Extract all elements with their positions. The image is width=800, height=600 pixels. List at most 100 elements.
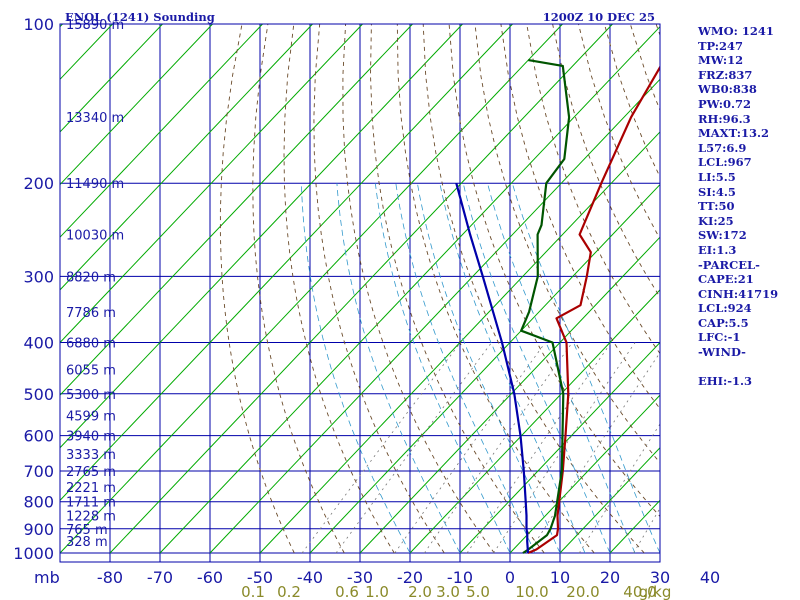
- grid-lines: [0, 24, 660, 562]
- index-value: CINH:41719: [698, 286, 779, 301]
- mixing-ratio-label: g/kg: [639, 583, 672, 600]
- index-value: MW:12: [698, 53, 744, 68]
- isotherm-line: [60, 24, 563, 554]
- temperature-tick-label: 0: [505, 568, 515, 587]
- temperature-tick-label: -50: [247, 568, 273, 587]
- height-label: 2221 m: [66, 481, 116, 496]
- height-label: 11490 m: [66, 177, 124, 192]
- isotherm-line: [60, 24, 513, 502]
- parcel-line: [455, 182, 530, 554]
- isotherm-line: [60, 24, 213, 186]
- temperature-tick-label: -60: [197, 568, 223, 587]
- isotherm-line: [309, 183, 660, 554]
- index-value: TT:50: [698, 199, 735, 214]
- axis-labels: 15890 m 13340 m 11490 m 10030 m 8820 m 7786 m…: [13, 15, 720, 600]
- isotherm-line: [60, 24, 413, 396]
- height-label: 1711 m: [66, 496, 116, 511]
- index-value: WB0:838: [698, 82, 757, 97]
- temperature-tick-label: -80: [97, 568, 123, 587]
- chart-title: ENOL (1241) Sounding: [65, 10, 215, 24]
- index-value: LCL:967: [698, 155, 752, 170]
- index-value: -PARCEL-: [698, 257, 760, 272]
- index-value: PW:0.72: [698, 96, 752, 111]
- index-value: -WIND-: [698, 345, 746, 360]
- moist-adiabat: [395, 183, 536, 554]
- height-label: 765 m: [66, 523, 108, 538]
- temperature-tick-label: 20: [600, 568, 620, 587]
- moist-adiabat: [511, 183, 660, 554]
- temperature-tick-label: -10: [447, 568, 473, 587]
- temperature-tick-label: 30: [650, 568, 670, 587]
- moist-adiabat: [487, 183, 636, 554]
- temperature-line: [527, 65, 660, 555]
- mixing-ratio-label: 20.0: [566, 583, 599, 600]
- pressure-tick-label: 900: [23, 520, 54, 539]
- dry-adiabat: [283, 24, 395, 554]
- height-label: 8820 m: [66, 270, 116, 285]
- isotherm-line: [559, 447, 660, 554]
- dry-adiabat: [313, 24, 445, 554]
- index-value: LFC:-1: [698, 330, 741, 345]
- dry-adiabat: [370, 24, 545, 554]
- index-value: EHI:-1.3: [698, 374, 753, 389]
- isotherm-line: [159, 25, 660, 554]
- height-label: 5300 m: [66, 388, 116, 403]
- mixing-ratio-label: 0.6: [335, 583, 359, 600]
- height-label: 10030 m: [66, 229, 124, 244]
- pressure-tick-label: 300: [23, 267, 54, 286]
- dewpoint-line: [520, 59, 571, 554]
- dry-adiabat: [342, 24, 495, 554]
- mixing-ratio-label: 40.0: [623, 583, 656, 600]
- height-label: 3940 m: [66, 430, 116, 445]
- pressure-tick-label: 100: [23, 15, 54, 34]
- mixing-ratio-label: 3.0: [436, 583, 460, 600]
- index-value: MAXT:13.2: [698, 126, 769, 141]
- temperature-tick-label: 40: [700, 568, 720, 587]
- index-value: CAP:5.5: [698, 315, 749, 330]
- isotherm-line: [60, 24, 263, 238]
- pressure-tick-label: 1000: [13, 544, 54, 563]
- isotherm-line: [209, 78, 660, 554]
- mixing-ratio-label: 1.0: [365, 583, 389, 600]
- index-value: [698, 360, 798, 375]
- pressure-tick-label: 400: [23, 334, 54, 353]
- index-value: LCL:924: [698, 301, 752, 316]
- isotherm-line: [60, 24, 163, 133]
- pressure-tick-label: 800: [23, 493, 54, 512]
- isotherm-line: [60, 24, 313, 291]
- height-label: 3333 m: [66, 448, 116, 463]
- isotherm-line: [109, 24, 613, 554]
- mixing-ratio-line: [578, 423, 660, 554]
- height-label: 15890 m: [66, 18, 124, 33]
- isotherm-line: [60, 24, 363, 344]
- pressure-tick-label: 600: [23, 427, 54, 446]
- index-value: TP:247: [698, 38, 744, 53]
- dry-adiabat: [526, 24, 660, 355]
- index-value: SI:4.5: [698, 184, 736, 199]
- height-label: 6880 m: [66, 337, 116, 352]
- dry-adiabat: [500, 24, 660, 410]
- mixing-ratio-line: [466, 342, 612, 554]
- moist-adiabat: [300, 183, 411, 554]
- isotherm-line: [459, 341, 660, 554]
- height-label: 328 m: [66, 535, 108, 550]
- height-label: 2765 m: [66, 465, 116, 480]
- moist-adiabat: [439, 183, 586, 554]
- mixing-ratio-line: [528, 351, 660, 554]
- sounding-series: [455, 59, 660, 555]
- y-axis-unit: mb: [34, 568, 60, 587]
- mixing-ratio-line: [301, 342, 461, 554]
- dry-adiabat: [422, 24, 645, 554]
- index-value: SW:172: [698, 228, 747, 243]
- isotherm-line: [60, 24, 463, 449]
- pressure-tick-label: 200: [23, 174, 54, 193]
- isotherm-line: [0, 24, 13, 553]
- indices-panel: WMO: 1241 TP:247 MW:12 FRZ:837 WB0:838 PW:0.7…: [698, 24, 798, 389]
- height-label: 6055 m: [66, 364, 116, 379]
- dry-adiabat: [396, 24, 595, 554]
- index-value: EI:1.3: [698, 242, 737, 257]
- index-value: L57:6.9: [698, 140, 747, 155]
- isotherm-line: [359, 236, 660, 554]
- height-label: 4599 m: [66, 410, 116, 425]
